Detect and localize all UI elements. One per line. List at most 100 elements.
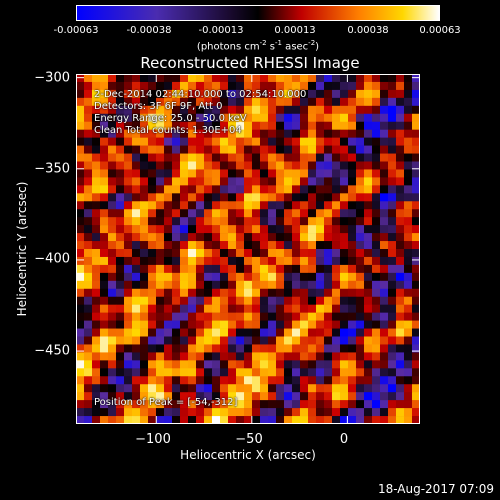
heatmap-cell xyxy=(220,201,229,210)
heatmap-cell xyxy=(156,105,165,115)
annotation-energy-range: Energy Range: 25.0 - 50.0 keV xyxy=(94,113,247,124)
heatmap-cell xyxy=(156,352,165,361)
heatmap-cell xyxy=(292,272,301,282)
heatmap-cell xyxy=(172,161,181,170)
heatmap-cell xyxy=(364,81,373,91)
heatmap-cell xyxy=(316,256,325,266)
y-tick-label: −450 xyxy=(34,343,70,359)
heatmap-cell xyxy=(204,288,213,298)
heatmap-cell xyxy=(244,153,253,162)
heatmap-cell xyxy=(300,312,309,321)
heatmap-cell xyxy=(172,145,181,154)
heatmap-cell xyxy=(124,336,133,345)
heatmap-cell xyxy=(116,129,125,138)
heatmap-cell xyxy=(396,304,405,313)
heatmap-cell xyxy=(348,304,357,313)
heatmap-cell xyxy=(92,185,101,194)
heatmap-cell xyxy=(308,352,317,361)
heatmap-cell xyxy=(332,249,341,258)
heatmap-cell xyxy=(132,161,141,170)
heatmap-cell xyxy=(284,272,293,282)
heatmap-cell xyxy=(76,113,85,123)
heatmap-cell xyxy=(124,177,133,186)
heatmap-cell xyxy=(100,352,109,361)
heatmap-cell xyxy=(140,320,149,329)
heatmap-cell xyxy=(292,288,301,298)
heatmap-cell xyxy=(132,368,141,377)
heatmap-cell xyxy=(236,89,245,99)
heatmap-cell xyxy=(380,217,389,226)
heatmap-cell xyxy=(380,336,389,345)
y-axis-label: Heliocentric Y (arcsec) xyxy=(15,181,29,317)
heatmap-cell xyxy=(220,400,229,409)
heatmap-cell xyxy=(172,304,181,313)
heatmap-cell xyxy=(148,145,157,154)
heatmap-cell xyxy=(196,153,205,162)
heatmap-cell xyxy=(196,193,205,202)
y-tick-label: −300 xyxy=(34,70,70,86)
heatmap-cell xyxy=(308,400,317,409)
heatmap-cell xyxy=(108,336,117,345)
heatmap-cell xyxy=(292,249,301,258)
heatmap-cell xyxy=(172,384,181,393)
heatmap-cell xyxy=(140,145,149,154)
heatmap-cell xyxy=(340,105,349,115)
heatmap-cell xyxy=(148,304,157,313)
heatmap-cell xyxy=(132,296,141,305)
heatmap-cell xyxy=(324,113,333,123)
heatmap-cell xyxy=(228,408,237,417)
heatmap-cell xyxy=(108,81,117,91)
heatmap-cell xyxy=(84,328,93,337)
heatmap-cell xyxy=(108,209,117,218)
heatmap-cell xyxy=(236,312,245,321)
heatmap-cell xyxy=(100,256,109,266)
heatmap-cell xyxy=(164,105,173,115)
heatmap-cell xyxy=(100,193,109,202)
heatmap-cell xyxy=(196,400,205,409)
heatmap-cell xyxy=(340,336,349,345)
heatmap-cell xyxy=(308,368,317,377)
heatmap-cell xyxy=(76,368,85,377)
heatmap-cell xyxy=(252,256,261,266)
heatmap-cell xyxy=(276,121,285,130)
heatmap-cell xyxy=(300,137,309,146)
heatmap-cell xyxy=(228,201,237,210)
heatmap-cell xyxy=(412,280,420,290)
heatmap-cell xyxy=(116,400,125,409)
heatmap-cell xyxy=(284,392,293,401)
heatmap-cell xyxy=(228,312,237,321)
heatmap-cell xyxy=(252,368,261,377)
heatmap-cell xyxy=(268,113,277,123)
heatmap-cell xyxy=(196,360,205,369)
heatmap-cell xyxy=(332,185,341,194)
heatmap-cell xyxy=(396,400,405,409)
heatmap-cell xyxy=(308,97,317,107)
heatmap-cell xyxy=(404,320,413,329)
heatmap-cell xyxy=(404,264,413,274)
heatmap-cell xyxy=(364,153,373,162)
heatmap-cell xyxy=(108,312,117,321)
heatmap-cell xyxy=(220,280,229,290)
heatmap-cell xyxy=(364,376,373,385)
heatmap-cell xyxy=(332,233,341,242)
heatmap-cell xyxy=(236,280,245,290)
heatmap-cell xyxy=(244,344,253,353)
heatmap-cell xyxy=(124,113,133,123)
heatmap-cell xyxy=(76,121,85,130)
heatmap-cell xyxy=(100,312,109,321)
heatmap-cell xyxy=(324,153,333,162)
heatmap-cell xyxy=(84,209,93,218)
heatmap-cell xyxy=(244,280,253,290)
heatmap-cell xyxy=(100,368,109,377)
heatmap-cell xyxy=(316,113,325,123)
heatmap-cell xyxy=(140,241,149,250)
heatmap-cell xyxy=(180,304,189,313)
heatmap-cell xyxy=(76,97,85,107)
heatmap-cell xyxy=(300,105,309,115)
heatmap-cell xyxy=(212,264,221,274)
heatmap-cell xyxy=(324,137,333,146)
heatmap-cell xyxy=(212,400,221,409)
heatmap-cell xyxy=(372,328,381,337)
heatmap-cell xyxy=(140,400,149,409)
heatmap-cell xyxy=(84,185,93,194)
